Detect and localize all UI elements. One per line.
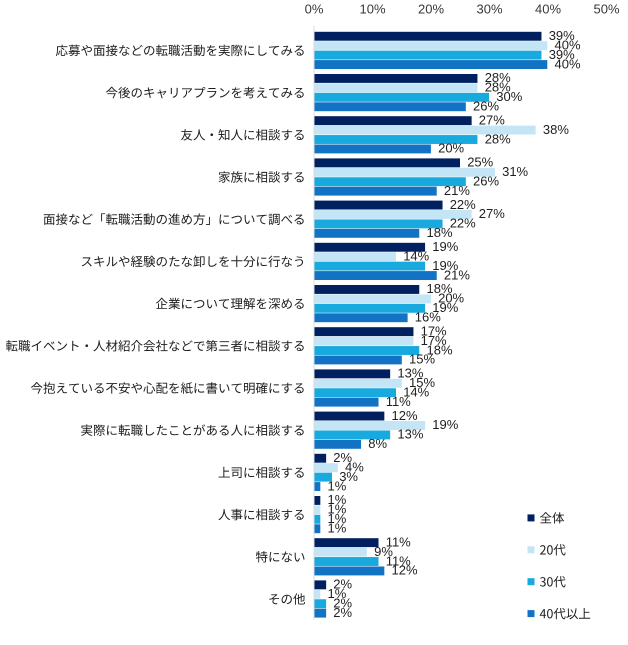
svg-text:25%: 25% — [467, 155, 493, 170]
svg-text:27%: 27% — [479, 112, 505, 127]
svg-text:20%: 20% — [438, 141, 464, 156]
svg-text:26%: 26% — [473, 174, 499, 189]
svg-text:19%: 19% — [432, 417, 458, 432]
svg-text:2%: 2% — [333, 450, 352, 465]
svg-text:28%: 28% — [485, 80, 511, 95]
svg-text:13%: 13% — [397, 366, 423, 381]
svg-text:8%: 8% — [368, 436, 387, 451]
svg-text:39%: 39% — [549, 47, 575, 62]
svg-text:1%: 1% — [328, 478, 347, 493]
svg-text:19%: 19% — [432, 300, 458, 315]
svg-text:21%: 21% — [444, 267, 470, 282]
svg-text:16%: 16% — [415, 310, 441, 325]
svg-text:17%: 17% — [421, 333, 447, 348]
svg-text:1%: 1% — [328, 511, 347, 526]
svg-text:30%: 30% — [476, 1, 502, 16]
svg-text:39%: 39% — [549, 28, 575, 43]
svg-text:31%: 31% — [502, 164, 528, 179]
svg-text:0%: 0% — [305, 1, 324, 16]
svg-text:1%: 1% — [328, 586, 347, 601]
svg-text:12%: 12% — [392, 408, 418, 423]
svg-text:19%: 19% — [432, 258, 458, 273]
svg-text:18%: 18% — [427, 281, 453, 296]
svg-text:17%: 17% — [421, 323, 447, 338]
svg-text:4%: 4% — [345, 459, 364, 474]
svg-text:22%: 22% — [450, 216, 476, 231]
svg-text:2%: 2% — [333, 605, 352, 620]
svg-text:40%: 40% — [555, 37, 581, 52]
svg-text:11%: 11% — [386, 394, 411, 409]
svg-text:11%: 11% — [386, 534, 411, 549]
svg-text:14%: 14% — [403, 385, 429, 400]
svg-text:26%: 26% — [473, 99, 499, 114]
svg-text:22%: 22% — [450, 197, 476, 212]
svg-text:38%: 38% — [543, 122, 569, 137]
svg-text:40%: 40% — [555, 56, 581, 71]
svg-text:19%: 19% — [432, 239, 458, 254]
svg-text:21%: 21% — [444, 183, 470, 198]
svg-text:13%: 13% — [397, 427, 423, 442]
svg-text:18%: 18% — [427, 342, 453, 357]
svg-text:30%: 30% — [496, 89, 522, 104]
svg-text:15%: 15% — [409, 352, 435, 367]
svg-text:2%: 2% — [333, 577, 352, 592]
svg-text:27%: 27% — [479, 206, 505, 221]
svg-text:20%: 20% — [418, 1, 444, 16]
svg-text:12%: 12% — [392, 563, 418, 578]
svg-text:2%: 2% — [333, 596, 352, 611]
svg-text:1%: 1% — [328, 502, 347, 517]
svg-text:11%: 11% — [386, 553, 411, 568]
svg-text:50%: 50% — [593, 1, 619, 16]
svg-text:14%: 14% — [403, 248, 429, 263]
svg-text:20%: 20% — [438, 291, 464, 306]
svg-text:3%: 3% — [339, 469, 358, 484]
svg-text:1%: 1% — [328, 521, 347, 536]
svg-text:15%: 15% — [409, 375, 435, 390]
svg-text:28%: 28% — [485, 131, 511, 146]
svg-text:18%: 18% — [427, 225, 453, 240]
svg-text:1%: 1% — [328, 492, 347, 507]
svg-text:28%: 28% — [485, 70, 511, 85]
svg-text:9%: 9% — [374, 544, 393, 559]
svg-text:40%: 40% — [535, 1, 561, 16]
svg-text:10%: 10% — [359, 1, 385, 16]
